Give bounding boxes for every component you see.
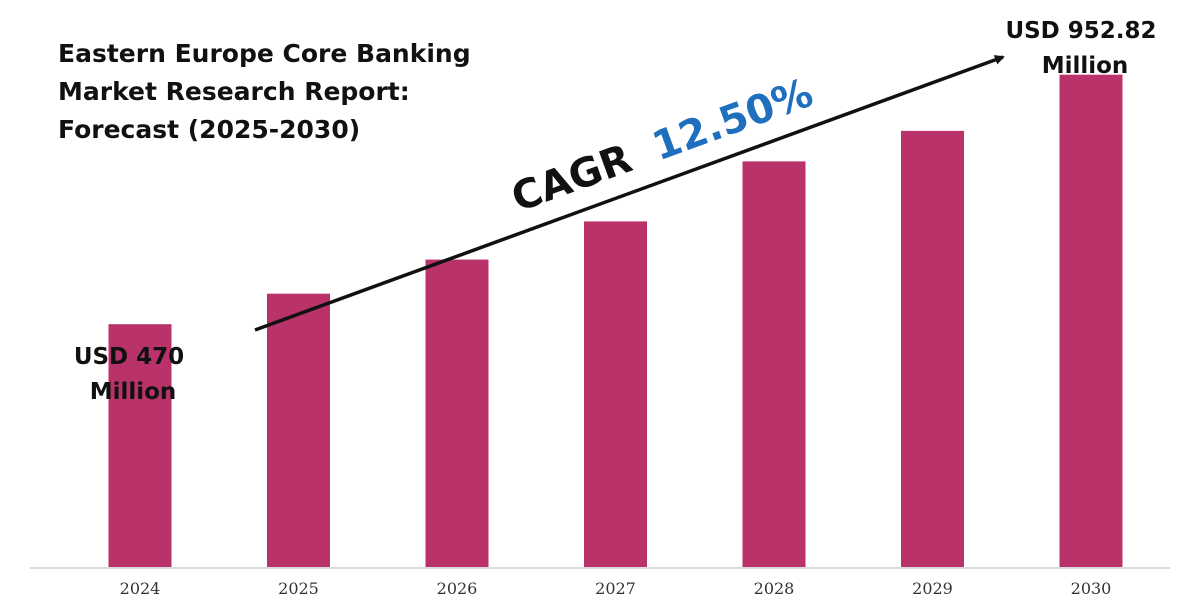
- end-value-line-1: USD 952.82: [1005, 18, 1156, 44]
- x-tick-label-2029: 2029: [912, 579, 953, 598]
- x-tick-label-2027: 2027: [595, 579, 636, 598]
- x-tick-label-2024: 2024: [120, 579, 161, 598]
- bar-2027: [584, 221, 647, 567]
- chart-title-line-2: Market Research Report:: [58, 77, 410, 106]
- end-value-label: USD 952.82 Million: [1005, 18, 1164, 79]
- chart-title-line-3: Forecast (2025-2030): [58, 115, 360, 144]
- bar-2026: [425, 259, 489, 567]
- bar-2029: [901, 130, 964, 567]
- start-value-line-2: Million: [90, 379, 177, 405]
- bar-2024: [108, 324, 172, 567]
- chart-title-line-1: Eastern Europe Core Banking: [58, 39, 471, 68]
- start-value-label: USD 470 Million: [74, 344, 192, 405]
- growth-arrow: [254, 55, 1005, 332]
- bar-2030: [1059, 74, 1123, 567]
- chart-title: Eastern Europe Core Banking Market Resea…: [58, 39, 479, 144]
- x-tick-label-2026: 2026: [437, 579, 478, 598]
- end-value-line-2: Million: [1042, 53, 1129, 79]
- x-tick-label-2025: 2025: [278, 579, 319, 598]
- bars-group: [108, 74, 1123, 567]
- bar-2025: [267, 293, 330, 567]
- x-tick-label-2028: 2028: [754, 579, 795, 598]
- x-tick-label-2030: 2030: [1071, 579, 1112, 598]
- start-value-line-1: USD 470: [74, 344, 184, 370]
- bar-2028: [742, 161, 806, 567]
- x-tick-labels: 2024 2025 2026 2027 2028 2029 2030: [120, 579, 1112, 598]
- cagr-prefix: CAGR: [506, 136, 638, 222]
